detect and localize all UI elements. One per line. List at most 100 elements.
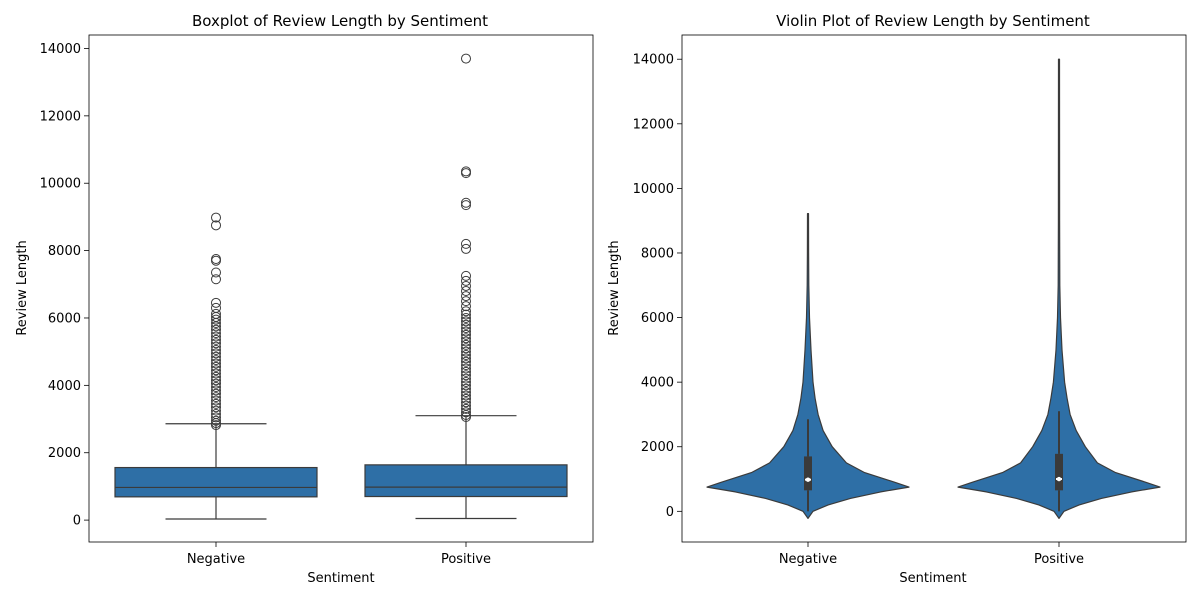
- outlier-point: [211, 331, 221, 342]
- outlier-point: [461, 309, 471, 320]
- y-tick-label: 10000: [40, 177, 81, 192]
- violin-axes-frame: [681, 34, 1187, 543]
- y-tick-label: 0: [666, 505, 674, 520]
- violin-ylabel: Review Length: [607, 240, 622, 335]
- y-tick-label: 2000: [641, 440, 674, 455]
- outlier-point: [211, 358, 221, 369]
- outlier-point: [211, 412, 221, 423]
- outlier-point: [461, 403, 471, 414]
- outlier-point: [461, 301, 471, 312]
- outlier-point: [211, 254, 221, 265]
- violin-body: [957, 58, 1161, 519]
- outlier-point: [461, 397, 471, 408]
- y-tick-label: 14000: [40, 42, 81, 57]
- outlier-point: [461, 383, 471, 394]
- y-tick-label: 10000: [633, 182, 674, 197]
- outlier-point: [461, 373, 471, 384]
- outlier-point: [461, 336, 471, 347]
- outlier-point: [461, 376, 471, 387]
- outlier-point: [211, 274, 221, 285]
- outlier-point: [211, 382, 221, 393]
- boxplot-xlabel: Sentiment: [307, 571, 374, 586]
- boxplot-y-ticks: 0 2000 4000 6000 8000 10000 12000 14000: [40, 42, 89, 529]
- outlier-point: [461, 356, 471, 367]
- outlier-point: [211, 297, 221, 308]
- outlier-point: [211, 267, 221, 278]
- box-negative: [114, 212, 318, 520]
- outlier-point: [211, 314, 221, 325]
- outlier-point: [461, 291, 471, 302]
- y-tick-label: 14000: [633, 53, 674, 68]
- outlier-point: [211, 220, 221, 231]
- outlier-point: [211, 378, 221, 389]
- outlier-point: [211, 398, 221, 409]
- outlier-point: [461, 200, 471, 211]
- y-tick-label: 6000: [48, 311, 81, 326]
- outlier-point: [211, 308, 221, 319]
- outlier-point: [461, 370, 471, 381]
- inner-iqr-box: [1055, 453, 1063, 491]
- y-tick-label: 4000: [48, 379, 81, 394]
- outlier-point: [211, 348, 221, 359]
- outlier-point: [461, 380, 471, 391]
- outlier-point: [461, 280, 471, 291]
- violin-negative: [706, 213, 910, 519]
- y-tick-label: 12000: [40, 109, 81, 124]
- outlier-point: [461, 353, 471, 364]
- y-tick-label: 0: [73, 514, 81, 529]
- boxplot-axes-frame: [88, 34, 594, 543]
- inner-iqr-box: [804, 456, 812, 491]
- outlier-point: [211, 338, 221, 349]
- y-tick-label: 12000: [633, 117, 674, 132]
- outlier-point: [461, 363, 471, 374]
- outlier-point: [211, 351, 221, 362]
- outlier-point: [461, 296, 471, 307]
- boxplot-title: Boxplot of Review Length by Sentiment: [192, 12, 488, 30]
- y-tick-label: 2000: [48, 446, 81, 461]
- violin-panel: Violin Plot of Review Length by Sentimen…: [607, 12, 1187, 586]
- outlier-point: [211, 355, 221, 366]
- y-tick-label: 4000: [641, 376, 674, 391]
- outlier-point: [211, 212, 221, 223]
- y-tick-label: 6000: [641, 311, 674, 326]
- outlier-point: [461, 350, 471, 361]
- outlier-point: [461, 400, 471, 411]
- outlier-point: [461, 197, 471, 208]
- boxplot-plot-area: [114, 53, 568, 520]
- x-tick-label: Positive: [1034, 552, 1084, 567]
- outlier-point: [211, 341, 221, 352]
- boxplot-ylabel: Review Length: [15, 240, 30, 335]
- outlier-point: [461, 166, 471, 177]
- x-tick-label: Negative: [187, 552, 245, 567]
- outlier-point: [461, 306, 471, 317]
- outlier-point: [461, 275, 471, 286]
- outlier-point: [461, 323, 471, 334]
- outlier-point: [211, 402, 221, 413]
- violin-body: [706, 213, 910, 519]
- outlier-point: [211, 375, 221, 386]
- outlier-point: [211, 392, 221, 403]
- outlier-point: [461, 387, 471, 398]
- boxplot-panel: Boxplot of Review Length by Sentiment 0 2…: [15, 12, 594, 586]
- violin-plot-area: [706, 58, 1161, 519]
- outlier-point: [461, 326, 471, 337]
- outlier-point: [461, 238, 471, 249]
- outlier-point: [211, 385, 221, 396]
- outlier-point: [211, 334, 221, 345]
- y-tick-label: 8000: [48, 244, 81, 259]
- violin-xlabel: Sentiment: [899, 571, 966, 586]
- violin-y-ticks: 0 2000 4000 6000 8000 10000 12000 14000: [633, 53, 682, 520]
- outlier-point: [461, 390, 471, 401]
- outlier-point: [211, 365, 221, 376]
- boxplot-x-ticks: Negative Positive: [187, 542, 491, 567]
- outlier-point: [461, 346, 471, 357]
- outlier-point: [211, 328, 221, 339]
- outlier-point: [211, 415, 221, 426]
- outlier-point: [461, 270, 471, 281]
- outlier-point: [461, 393, 471, 404]
- x-tick-label: Positive: [441, 552, 491, 567]
- outlier-point: [211, 361, 221, 372]
- outlier-point: [461, 286, 471, 297]
- outlier-point: [211, 388, 221, 399]
